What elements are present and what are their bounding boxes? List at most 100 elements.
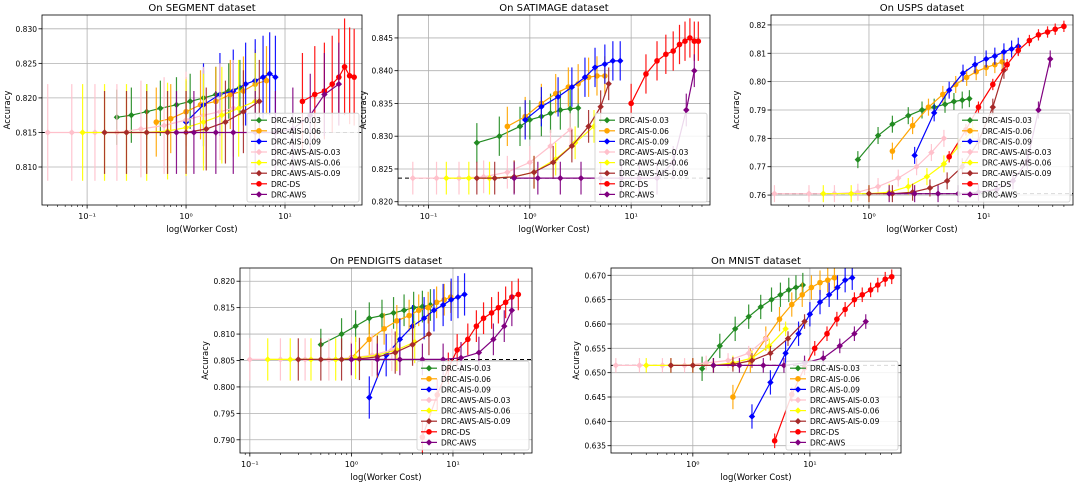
data-point bbox=[636, 362, 643, 369]
data-point bbox=[683, 106, 690, 114]
x-tick-label: 10¹ bbox=[977, 212, 990, 221]
data-point bbox=[566, 126, 574, 133]
legend-label: DRC-AIS-0.03 bbox=[810, 364, 860, 373]
legend-label: DRC-AIS-0.09 bbox=[441, 385, 491, 394]
data-point bbox=[816, 298, 824, 306]
legend-label: DRC-AWS-AIS-0.06 bbox=[810, 407, 880, 416]
data-point bbox=[889, 148, 896, 154]
data-point bbox=[730, 394, 736, 400]
data-point bbox=[989, 103, 996, 111]
data-point bbox=[940, 135, 948, 142]
legend-label: DRC-AIS-0.09 bbox=[982, 137, 1032, 146]
data-point bbox=[68, 129, 75, 136]
x-tick-label: 10¹ bbox=[624, 212, 637, 221]
legend-label: DRC-AWS-AIS-0.06 bbox=[619, 159, 689, 168]
y-tick-label: 0.835 bbox=[372, 99, 394, 108]
plot-data bbox=[398, 18, 710, 195]
y-tick-label: 0.805 bbox=[214, 357, 236, 366]
chart-panel-5: 10⁰ 10¹ 0.635 0.640 0.645 0.650 0.655 0.660 0.66… bbox=[572, 256, 902, 483]
x-tick-label: 10⁰ bbox=[862, 212, 875, 221]
legend-label: DRC-AIS-0.03 bbox=[982, 116, 1032, 125]
legend-label: DRC-AWS-AIS-0.06 bbox=[271, 159, 341, 168]
legend-marker bbox=[795, 429, 801, 435]
y-tick-label: 0.635 bbox=[585, 442, 607, 451]
data-point bbox=[731, 325, 739, 333]
data-point bbox=[689, 362, 697, 369]
data-point bbox=[153, 119, 160, 125]
chart-title: On SATIMAGE dataset bbox=[499, 3, 608, 14]
legend-label: DRC-AWS-AIS-0.09 bbox=[810, 417, 880, 426]
legend-marker bbox=[966, 159, 974, 166]
data-point bbox=[157, 105, 164, 112]
data-point bbox=[295, 356, 302, 363]
data-point bbox=[767, 379, 774, 386]
y-tick-label: 0.790 bbox=[214, 436, 236, 445]
legend-label: DRC-AWS-AIS-0.03 bbox=[619, 148, 689, 157]
legend-label: DRC-AWS-AIS-0.06 bbox=[982, 159, 1052, 168]
data-point bbox=[516, 123, 524, 130]
data-point bbox=[392, 349, 399, 356]
series-DRC-AIS-0.09 bbox=[748, 268, 856, 429]
y-axis-label: Accuracy bbox=[572, 341, 582, 380]
legend-marker bbox=[604, 181, 610, 187]
data-point bbox=[454, 293, 462, 301]
data-point bbox=[959, 96, 966, 104]
data-point bbox=[143, 129, 150, 136]
plot-data bbox=[42, 18, 362, 181]
series-line bbox=[350, 296, 451, 359]
chart-panel-1: 10⁻¹ 10⁰ 10¹ 0.810 0.815 0.820 0.825 0.830 On SE… bbox=[3, 3, 363, 235]
data-point bbox=[716, 342, 724, 350]
chart-title: On PENDIGITS dataset bbox=[330, 256, 442, 267]
legend-marker bbox=[794, 407, 802, 414]
data-point bbox=[628, 100, 634, 107]
data-point bbox=[1008, 45, 1015, 53]
data-point bbox=[745, 313, 752, 320]
data-point bbox=[351, 74, 357, 80]
data-point bbox=[966, 95, 973, 102]
data-point bbox=[101, 129, 108, 136]
data-point bbox=[785, 286, 792, 294]
data-point bbox=[784, 335, 792, 342]
data-point bbox=[682, 38, 688, 45]
series-line bbox=[320, 304, 431, 346]
legend-marker bbox=[256, 128, 262, 134]
data-point bbox=[667, 362, 675, 369]
data-point bbox=[554, 93, 562, 101]
data-point bbox=[911, 190, 918, 197]
series-DRC-AIS-0.03 bbox=[317, 289, 434, 361]
data-point bbox=[710, 362, 717, 369]
y-tick-label: 0.655 bbox=[585, 344, 607, 353]
legend-marker bbox=[603, 191, 611, 198]
data-point bbox=[799, 291, 806, 298]
x-axis-label: log(Worker Cost) bbox=[720, 473, 791, 483]
data-point bbox=[396, 336, 404, 343]
legend-marker bbox=[794, 439, 802, 446]
data-point bbox=[905, 183, 912, 190]
data-point bbox=[433, 174, 440, 182]
series-line bbox=[476, 107, 579, 144]
legend-label: DRC-AIS-0.06 bbox=[271, 127, 321, 136]
data-point bbox=[1026, 37, 1033, 44]
data-point bbox=[663, 51, 669, 58]
y-tick-label: 0.810 bbox=[214, 330, 236, 339]
data-point bbox=[643, 362, 650, 369]
y-tick-label: 0.78 bbox=[749, 134, 766, 143]
legend-marker bbox=[603, 117, 611, 124]
data-point bbox=[568, 142, 576, 150]
chart-title: On MNIST dataset bbox=[711, 256, 801, 267]
x-tick-label: 10⁰ bbox=[179, 212, 192, 221]
data-point bbox=[366, 394, 373, 401]
data-point bbox=[792, 284, 800, 291]
legend-label: DRC-AWS-AIS-0.03 bbox=[271, 148, 341, 157]
data-point bbox=[557, 106, 564, 114]
data-point bbox=[849, 274, 856, 281]
data-point bbox=[889, 120, 896, 128]
series-DRC-AWS bbox=[348, 294, 516, 376]
legend-marker bbox=[425, 386, 433, 393]
series-DRC-AIS-0.09 bbox=[911, 37, 1022, 164]
legend-label: DRC-AWS-AIS-0.09 bbox=[441, 417, 511, 426]
data-point bbox=[831, 274, 838, 281]
